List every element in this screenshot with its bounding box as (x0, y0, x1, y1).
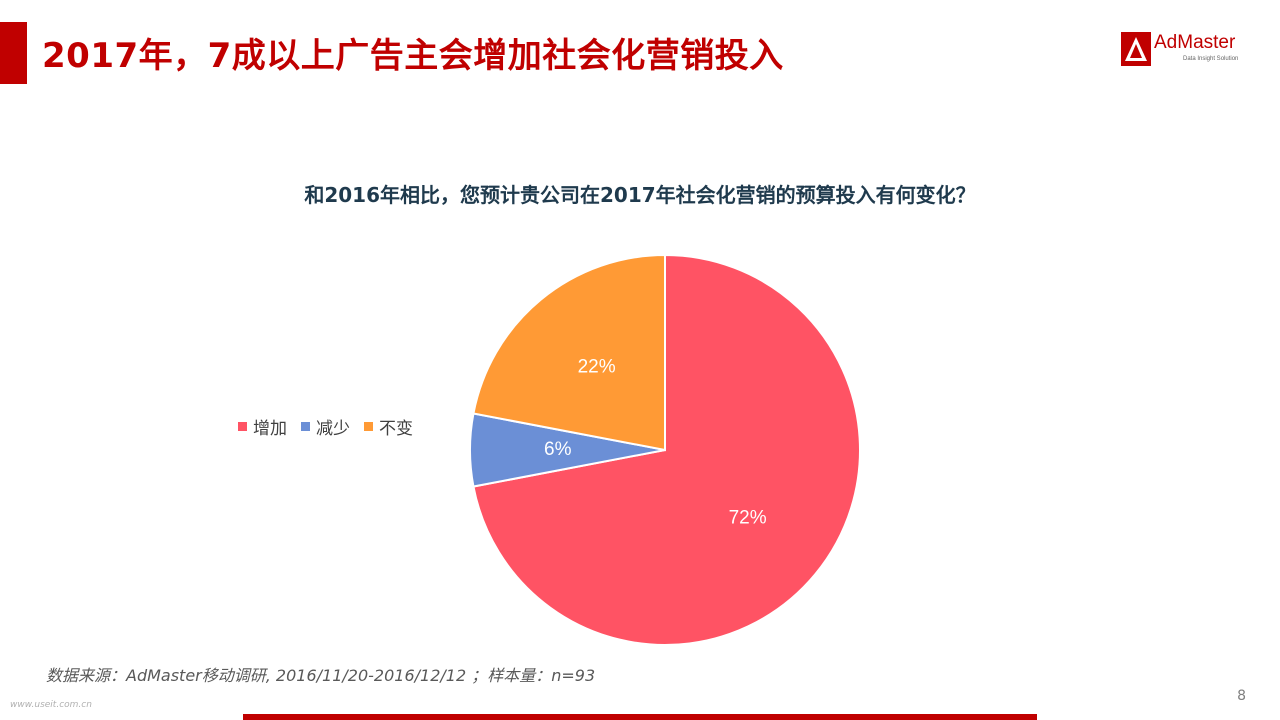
admaster-logo: AdMaster Data Insight Solution (1121, 30, 1249, 68)
title-accent-bar (0, 22, 27, 84)
data-source-note: 数据来源：AdMaster移动调研, 2016/11/20-2016/12/12… (46, 666, 596, 685)
watermark: www.useit.com.cn (10, 700, 92, 710)
legend-label-unchanged: 不变 (379, 419, 413, 439)
legend-item-unchanged: 不变 (364, 414, 413, 439)
chart-legend: 增加 减少 不变 (238, 414, 413, 439)
page-number: 8 (1237, 688, 1246, 704)
logo-tagline: Data Insight Solution (1183, 56, 1239, 62)
legend-swatch-increase (238, 422, 247, 431)
logo-wordmark: AdMaster (1154, 32, 1236, 53)
pie-slice-unchanged (472, 253, 666, 452)
legend-label-decrease: 减少 (316, 419, 350, 439)
slide-title: 2017年，7成以上广告主会增加社会化营销投入 (42, 36, 784, 76)
legend-swatch-decrease (301, 422, 310, 431)
data-label-decrease: 6% (544, 439, 572, 460)
data-label-increase: 72% (729, 507, 767, 528)
admaster-logo-icon (1121, 32, 1151, 66)
chart-title: 和2016年相比，您预计贵公司在2017年社会化营销的预算投入有何变化？ (304, 183, 976, 207)
legend-item-decrease: 减少 (301, 414, 350, 439)
pie-slice-increase (472, 253, 861, 646)
data-label-unchanged: 22% (578, 356, 616, 377)
bottom-accent-bar (243, 714, 1037, 720)
legend-label-increase: 增加 (253, 419, 287, 439)
legend-item-increase: 增加 (238, 414, 287, 439)
legend-swatch-unchanged (364, 422, 373, 431)
